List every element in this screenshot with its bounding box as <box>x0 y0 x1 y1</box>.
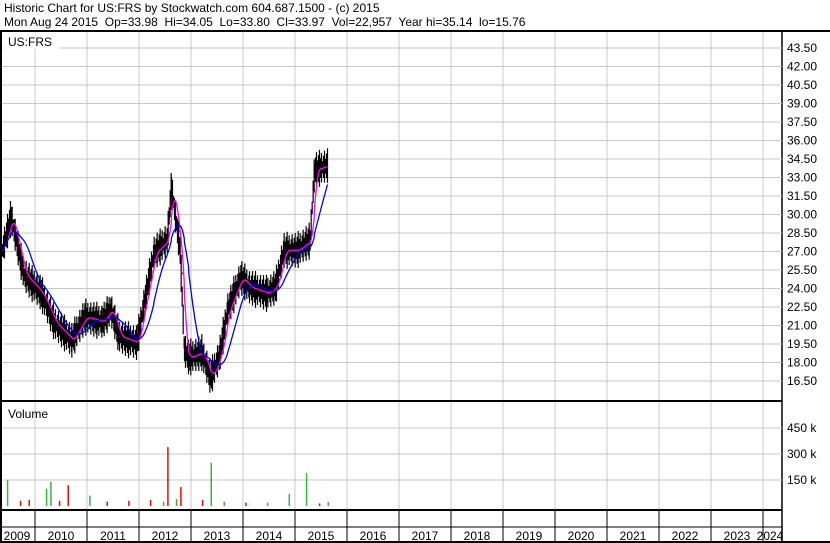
volume-tick-label: 150 k <box>787 473 817 487</box>
volume-bar <box>149 499 152 506</box>
price-tick-label: 24.00 <box>787 282 817 296</box>
year-label: 2011 <box>100 529 126 543</box>
volume-bar <box>288 493 290 506</box>
price-tick-label: 34.50 <box>787 152 817 166</box>
volume-bar <box>223 501 225 506</box>
year-label: 2015 <box>308 529 335 543</box>
volume-bar <box>210 462 212 506</box>
chart-title: Historic Chart for US:FRS by Stockwatch.… <box>4 1 380 15</box>
volume-label: Volume <box>8 407 48 421</box>
price-tick-label: 18.00 <box>787 356 817 370</box>
year-label: 2009 <box>4 529 31 543</box>
year-label: 2010 <box>48 529 75 543</box>
volume-bar <box>45 488 48 506</box>
volume-bar <box>19 500 22 506</box>
year-label: 2021 <box>620 529 647 543</box>
year-label: 2012 <box>152 529 179 543</box>
close-mark <box>313 190 316 193</box>
price-tick-label: 42.00 <box>787 60 817 74</box>
price-tick-label: 33.00 <box>787 171 817 185</box>
price-tick-label: 28.50 <box>787 226 817 240</box>
volume-bar <box>167 447 169 506</box>
volume-bar <box>180 486 182 506</box>
volume-bar <box>89 495 91 506</box>
symbol-label-bg <box>4 33 59 49</box>
volume-bar <box>305 473 308 506</box>
volume-tick-label: 450 k <box>787 421 817 435</box>
volume-bar <box>50 481 52 506</box>
volume-bar <box>28 499 30 506</box>
volume-bar <box>327 502 329 506</box>
price-tick-label: 36.00 <box>787 134 817 148</box>
price-tick-label: 37.50 <box>787 115 817 129</box>
volume-bar <box>58 500 61 506</box>
year-label: 2017 <box>412 529 439 543</box>
volume-bar <box>266 502 269 506</box>
close-mark <box>181 272 184 275</box>
volume-bar <box>245 502 247 506</box>
price-tick-label: 19.50 <box>787 337 817 351</box>
volume-bar <box>175 499 178 506</box>
year-label: 2023 <box>724 529 751 543</box>
price-tick-label: 16.50 <box>787 374 817 388</box>
year-label: 2020 <box>568 529 595 543</box>
price-tick-label: 39.00 <box>787 97 817 111</box>
year-label: 2014 <box>256 529 283 543</box>
price-tick-label: 22.50 <box>787 300 817 314</box>
price-tick-label: 27.00 <box>787 245 817 259</box>
volume-tick-label: 300 k <box>787 447 817 461</box>
volume-bar <box>201 499 204 506</box>
volume-bar <box>318 503 321 506</box>
price-tick-label: 25.50 <box>787 263 817 277</box>
volume-bar <box>128 500 130 506</box>
symbol-label: US:FRS <box>8 35 52 49</box>
year-label: 2013 <box>204 529 231 543</box>
volume-bar <box>6 480 9 506</box>
year-label: 2022 <box>672 529 699 543</box>
volume-bar <box>67 485 69 506</box>
year-label: 2019 <box>516 529 543 543</box>
price-tick-label: 40.50 <box>787 78 817 92</box>
long-moving-average-line <box>1 184 329 366</box>
year-label: 2024 <box>757 529 784 543</box>
year-label: 2018 <box>464 529 491 543</box>
volume-bar <box>106 501 108 506</box>
volume-bar <box>162 501 165 506</box>
year-label: 2016 <box>360 529 387 543</box>
price-tick-label: 31.50 <box>787 189 817 203</box>
price-tick-label: 21.00 <box>787 319 817 333</box>
price-tick-label: 43.50 <box>787 41 817 55</box>
price-tick-label: 30.00 <box>787 208 817 222</box>
quote-summary: Mon Aug 24 2015 Op=33.98 Hi=34.05 Lo=33.… <box>4 15 526 29</box>
